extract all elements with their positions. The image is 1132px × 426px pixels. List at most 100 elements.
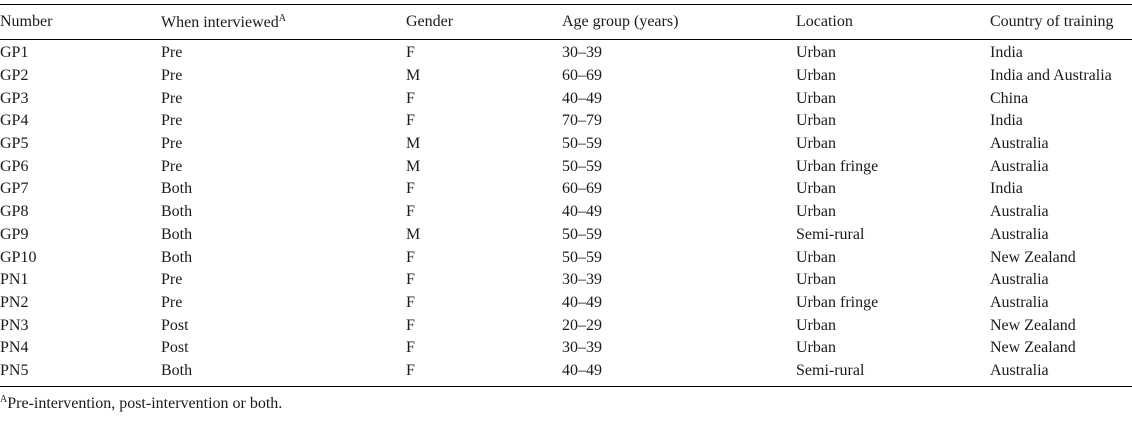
cell-age: 20–29 xyxy=(562,316,602,334)
header-country: Country of training xyxy=(990,13,1114,30)
cell-when: Pre xyxy=(161,135,183,153)
cell-when: Both xyxy=(161,248,193,266)
cell-age: 40–49 xyxy=(562,293,602,311)
table-row: PN5 Both F 40–49 Semi-rural Australia xyxy=(0,360,1132,387)
cell-country: Australia xyxy=(990,271,1049,289)
cell-number: GP6 xyxy=(0,157,29,175)
header-number: Number xyxy=(0,13,53,30)
cell-number: GP1 xyxy=(0,44,29,62)
table-row: PN1 Pre F 30–39 Urban Australia xyxy=(0,269,1132,292)
table-row: GP9 Both M 50–59 Semi-rural Australia xyxy=(0,224,1132,247)
cell-gender: F xyxy=(406,271,415,289)
cell-gender: M xyxy=(406,225,421,243)
cell-age: 30–39 xyxy=(562,339,602,357)
cell-gender: F xyxy=(406,89,415,107)
cell-gender: M xyxy=(406,135,421,153)
cell-gender: F xyxy=(406,180,415,198)
cell-when: Pre xyxy=(161,271,183,289)
cell-gender: F xyxy=(406,293,415,311)
cell-country: India xyxy=(990,180,1023,198)
cell-location: Urban xyxy=(796,203,836,221)
cell-country: Australia xyxy=(990,225,1049,243)
cell-when: Both xyxy=(161,180,193,198)
cell-country: Australia xyxy=(990,361,1049,379)
cell-location: Urban xyxy=(796,44,836,62)
cell-when: Pre xyxy=(161,67,183,85)
table-row: GP5 Pre M 50–59 Urban Australia xyxy=(0,133,1132,156)
footnote-marker: A xyxy=(0,394,8,406)
header-location: Location xyxy=(796,13,853,30)
cell-gender: M xyxy=(406,157,421,175)
table-row: GP4 Pre F 70–79 Urban India xyxy=(0,110,1132,133)
cell-location: Urban xyxy=(796,135,836,153)
cell-when: Both xyxy=(161,361,193,379)
cell-location: Semi-rural xyxy=(796,225,865,243)
cell-location: Urban xyxy=(796,180,836,198)
cell-gender: F xyxy=(406,248,415,266)
header-when-interviewed: When interviewedA xyxy=(161,12,286,31)
cell-age: 50–59 xyxy=(562,225,602,243)
cell-location: Urban xyxy=(796,112,836,130)
cell-when: Pre xyxy=(161,89,183,107)
cell-age: 40–49 xyxy=(562,361,602,379)
cell-number: PN5 xyxy=(0,361,29,379)
cell-when: Both xyxy=(161,225,193,243)
cell-number: GP10 xyxy=(0,248,37,266)
cell-location: Urban fringe xyxy=(796,157,879,175)
cell-when: Post xyxy=(161,339,189,357)
cell-location: Urban xyxy=(796,316,836,334)
cell-when: Pre xyxy=(161,112,183,130)
cell-location: Urban xyxy=(796,67,836,85)
header-age-group: Age group (years) xyxy=(562,13,679,30)
table-row: GP10 Both F 50–59 Urban New Zealand xyxy=(0,246,1132,269)
cell-country: India xyxy=(990,44,1023,62)
cell-country: India and Australia xyxy=(990,67,1112,85)
cell-gender: F xyxy=(406,361,415,379)
cell-location: Urban xyxy=(796,339,836,357)
cell-age: 50–59 xyxy=(562,248,602,266)
cell-gender: F xyxy=(406,44,415,62)
cell-country: New Zealand xyxy=(990,316,1076,334)
cell-when: Pre xyxy=(161,293,183,311)
cell-number: PN1 xyxy=(0,271,29,289)
cell-gender: F xyxy=(406,339,415,357)
cell-country: India xyxy=(990,112,1023,130)
cell-age: 30–39 xyxy=(562,271,602,289)
cell-location: Urban xyxy=(796,89,836,107)
cell-country: New Zealand xyxy=(990,248,1076,266)
cell-gender: F xyxy=(406,203,415,221)
table-row: PN2 Pre F 40–49 Urban fringe Australia xyxy=(0,292,1132,315)
cell-location: Urban xyxy=(796,248,836,266)
cell-age: 40–49 xyxy=(562,203,602,221)
cell-number: GP7 xyxy=(0,180,29,198)
table-row: GP8 Both F 40–49 Urban Australia xyxy=(0,201,1132,224)
cell-age: 50–59 xyxy=(562,135,602,153)
cell-number: GP4 xyxy=(0,112,29,130)
cell-age: 50–59 xyxy=(562,157,602,175)
footnote-text: Pre-intervention, post-intervention or b… xyxy=(7,395,283,413)
table-row: GP7 Both F 60–69 Urban India xyxy=(0,178,1132,201)
cell-country: China xyxy=(990,89,1029,107)
cell-number: GP2 xyxy=(0,67,29,85)
cell-number: GP5 xyxy=(0,135,29,153)
cell-age: 40–49 xyxy=(562,89,602,107)
header-row: Number When interviewedA Gender Age grou… xyxy=(0,4,1132,40)
participants-table-container: Number When interviewedA Gender Age grou… xyxy=(0,4,1132,413)
cell-location: Urban xyxy=(796,271,836,289)
cell-number: GP9 xyxy=(0,225,29,243)
cell-country: New Zealand xyxy=(990,339,1076,357)
cell-age: 30–39 xyxy=(562,44,602,62)
table-row: PN3 Post F 20–29 Urban New Zealand xyxy=(0,314,1132,337)
table-body: GP1 Pre F 30–39 Urban India GP2 Pre M 60–69 Urban I… xyxy=(0,40,1132,387)
table-row: GP2 Pre M 60–69 Urban India and Australia xyxy=(0,65,1132,88)
table-row: GP3 Pre F 40–49 Urban China xyxy=(0,87,1132,110)
cell-when: Post xyxy=(161,316,189,334)
cell-number: PN3 xyxy=(0,316,29,334)
cell-when: Both xyxy=(161,203,193,221)
cell-number: GP3 xyxy=(0,89,29,107)
cell-country: Australia xyxy=(990,203,1049,221)
cell-gender: M xyxy=(406,67,421,85)
table-row: GP6 Pre M 50–59 Urban fringe Australia xyxy=(0,155,1132,178)
cell-age: 60–69 xyxy=(562,67,602,85)
cell-gender: F xyxy=(406,316,415,334)
